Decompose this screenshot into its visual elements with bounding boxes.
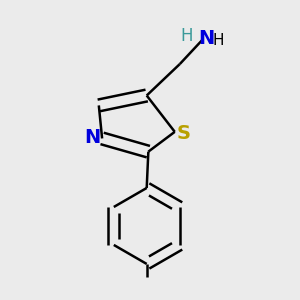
Text: H: H: [181, 27, 193, 45]
Text: H: H: [213, 33, 224, 48]
Text: N: N: [85, 128, 101, 147]
Text: N: N: [198, 29, 214, 48]
Text: S: S: [177, 124, 191, 143]
